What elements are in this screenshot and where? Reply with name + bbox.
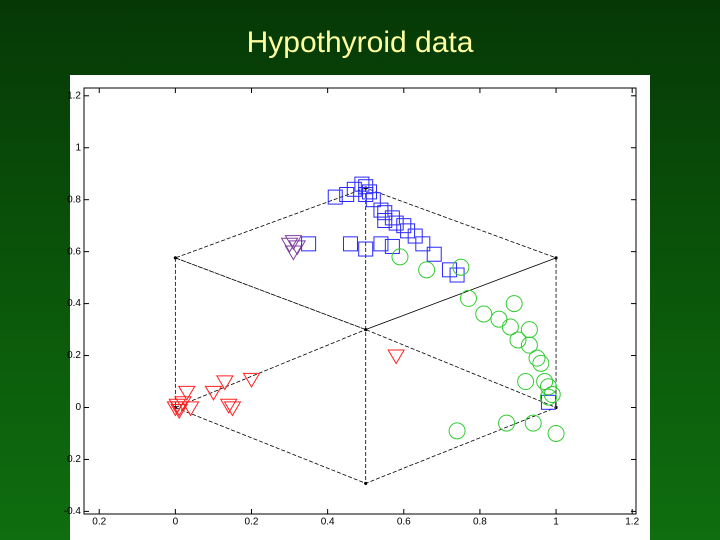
wireframe-vertex bbox=[554, 256, 558, 260]
point bbox=[539, 388, 557, 406]
y-tick-label: 1.2 bbox=[67, 90, 81, 101]
point bbox=[365, 192, 381, 208]
point bbox=[452, 258, 470, 276]
point bbox=[426, 246, 442, 262]
point bbox=[490, 310, 508, 328]
point bbox=[170, 401, 189, 417]
point bbox=[301, 236, 317, 252]
point bbox=[342, 236, 358, 252]
point bbox=[223, 401, 242, 417]
point bbox=[373, 236, 389, 252]
point bbox=[181, 401, 200, 417]
point bbox=[407, 228, 423, 244]
point bbox=[441, 262, 457, 278]
point bbox=[354, 176, 370, 192]
point bbox=[448, 422, 466, 440]
y-tick-label: 0.8 bbox=[67, 194, 81, 205]
point bbox=[177, 385, 196, 401]
point bbox=[358, 241, 374, 257]
point bbox=[284, 235, 303, 251]
point bbox=[280, 237, 299, 253]
point bbox=[387, 349, 406, 365]
point bbox=[475, 305, 493, 323]
x-tick-label: 0 bbox=[173, 517, 179, 528]
x-tick-label: 0.6 bbox=[397, 517, 411, 528]
x-tick-label: 1.2 bbox=[625, 517, 639, 528]
x-tick-label: 0.4 bbox=[321, 517, 335, 528]
point bbox=[532, 354, 550, 372]
wireframe-vertex bbox=[364, 328, 368, 332]
point bbox=[505, 295, 523, 313]
point bbox=[543, 386, 561, 404]
point bbox=[174, 396, 192, 412]
x-tick-label: 0.8 bbox=[473, 517, 487, 528]
point bbox=[415, 236, 431, 252]
point bbox=[346, 181, 362, 197]
point bbox=[242, 372, 261, 388]
point bbox=[358, 179, 374, 195]
point bbox=[539, 378, 557, 396]
point bbox=[517, 373, 535, 391]
point bbox=[498, 414, 516, 432]
point bbox=[339, 187, 355, 202]
point bbox=[520, 336, 538, 354]
x-tick-label: 0.2 bbox=[92, 517, 106, 528]
y-tick-label: 0.6 bbox=[67, 246, 81, 257]
point bbox=[391, 248, 409, 266]
point bbox=[377, 205, 393, 221]
point bbox=[373, 202, 389, 218]
plot-frame bbox=[83, 87, 637, 515]
wireframe-vertex bbox=[364, 186, 368, 190]
point bbox=[509, 331, 527, 349]
point bbox=[528, 349, 546, 367]
point bbox=[501, 318, 519, 336]
point bbox=[400, 223, 416, 239]
y-tick-label: 1 bbox=[75, 142, 81, 153]
chart-title: Hypothyroid data bbox=[246, 26, 474, 59]
point bbox=[524, 414, 542, 432]
wireframe-vertex bbox=[364, 481, 368, 485]
point bbox=[396, 218, 412, 234]
y-tick-label: 0.2 bbox=[67, 350, 81, 361]
point bbox=[215, 375, 234, 391]
point bbox=[547, 424, 565, 442]
point bbox=[204, 385, 223, 401]
point bbox=[284, 245, 303, 261]
point bbox=[459, 289, 477, 307]
y-tick-label: 0.2 bbox=[67, 454, 81, 465]
x-tick-label: 1 bbox=[553, 517, 559, 528]
plot-background bbox=[70, 75, 650, 540]
point bbox=[219, 398, 238, 414]
point bbox=[418, 261, 436, 279]
point bbox=[362, 184, 378, 200]
y-tick-label: -0.4 bbox=[64, 506, 82, 517]
point bbox=[377, 212, 393, 228]
point bbox=[327, 189, 343, 205]
point bbox=[358, 187, 374, 202]
y-tick-label: 0 bbox=[75, 402, 81, 413]
wireframe-vertex bbox=[173, 256, 177, 260]
x-tick-label: 0.2 bbox=[245, 517, 259, 528]
point bbox=[384, 210, 400, 226]
point bbox=[388, 215, 404, 231]
y-tick-label: 0.4 bbox=[67, 298, 81, 309]
